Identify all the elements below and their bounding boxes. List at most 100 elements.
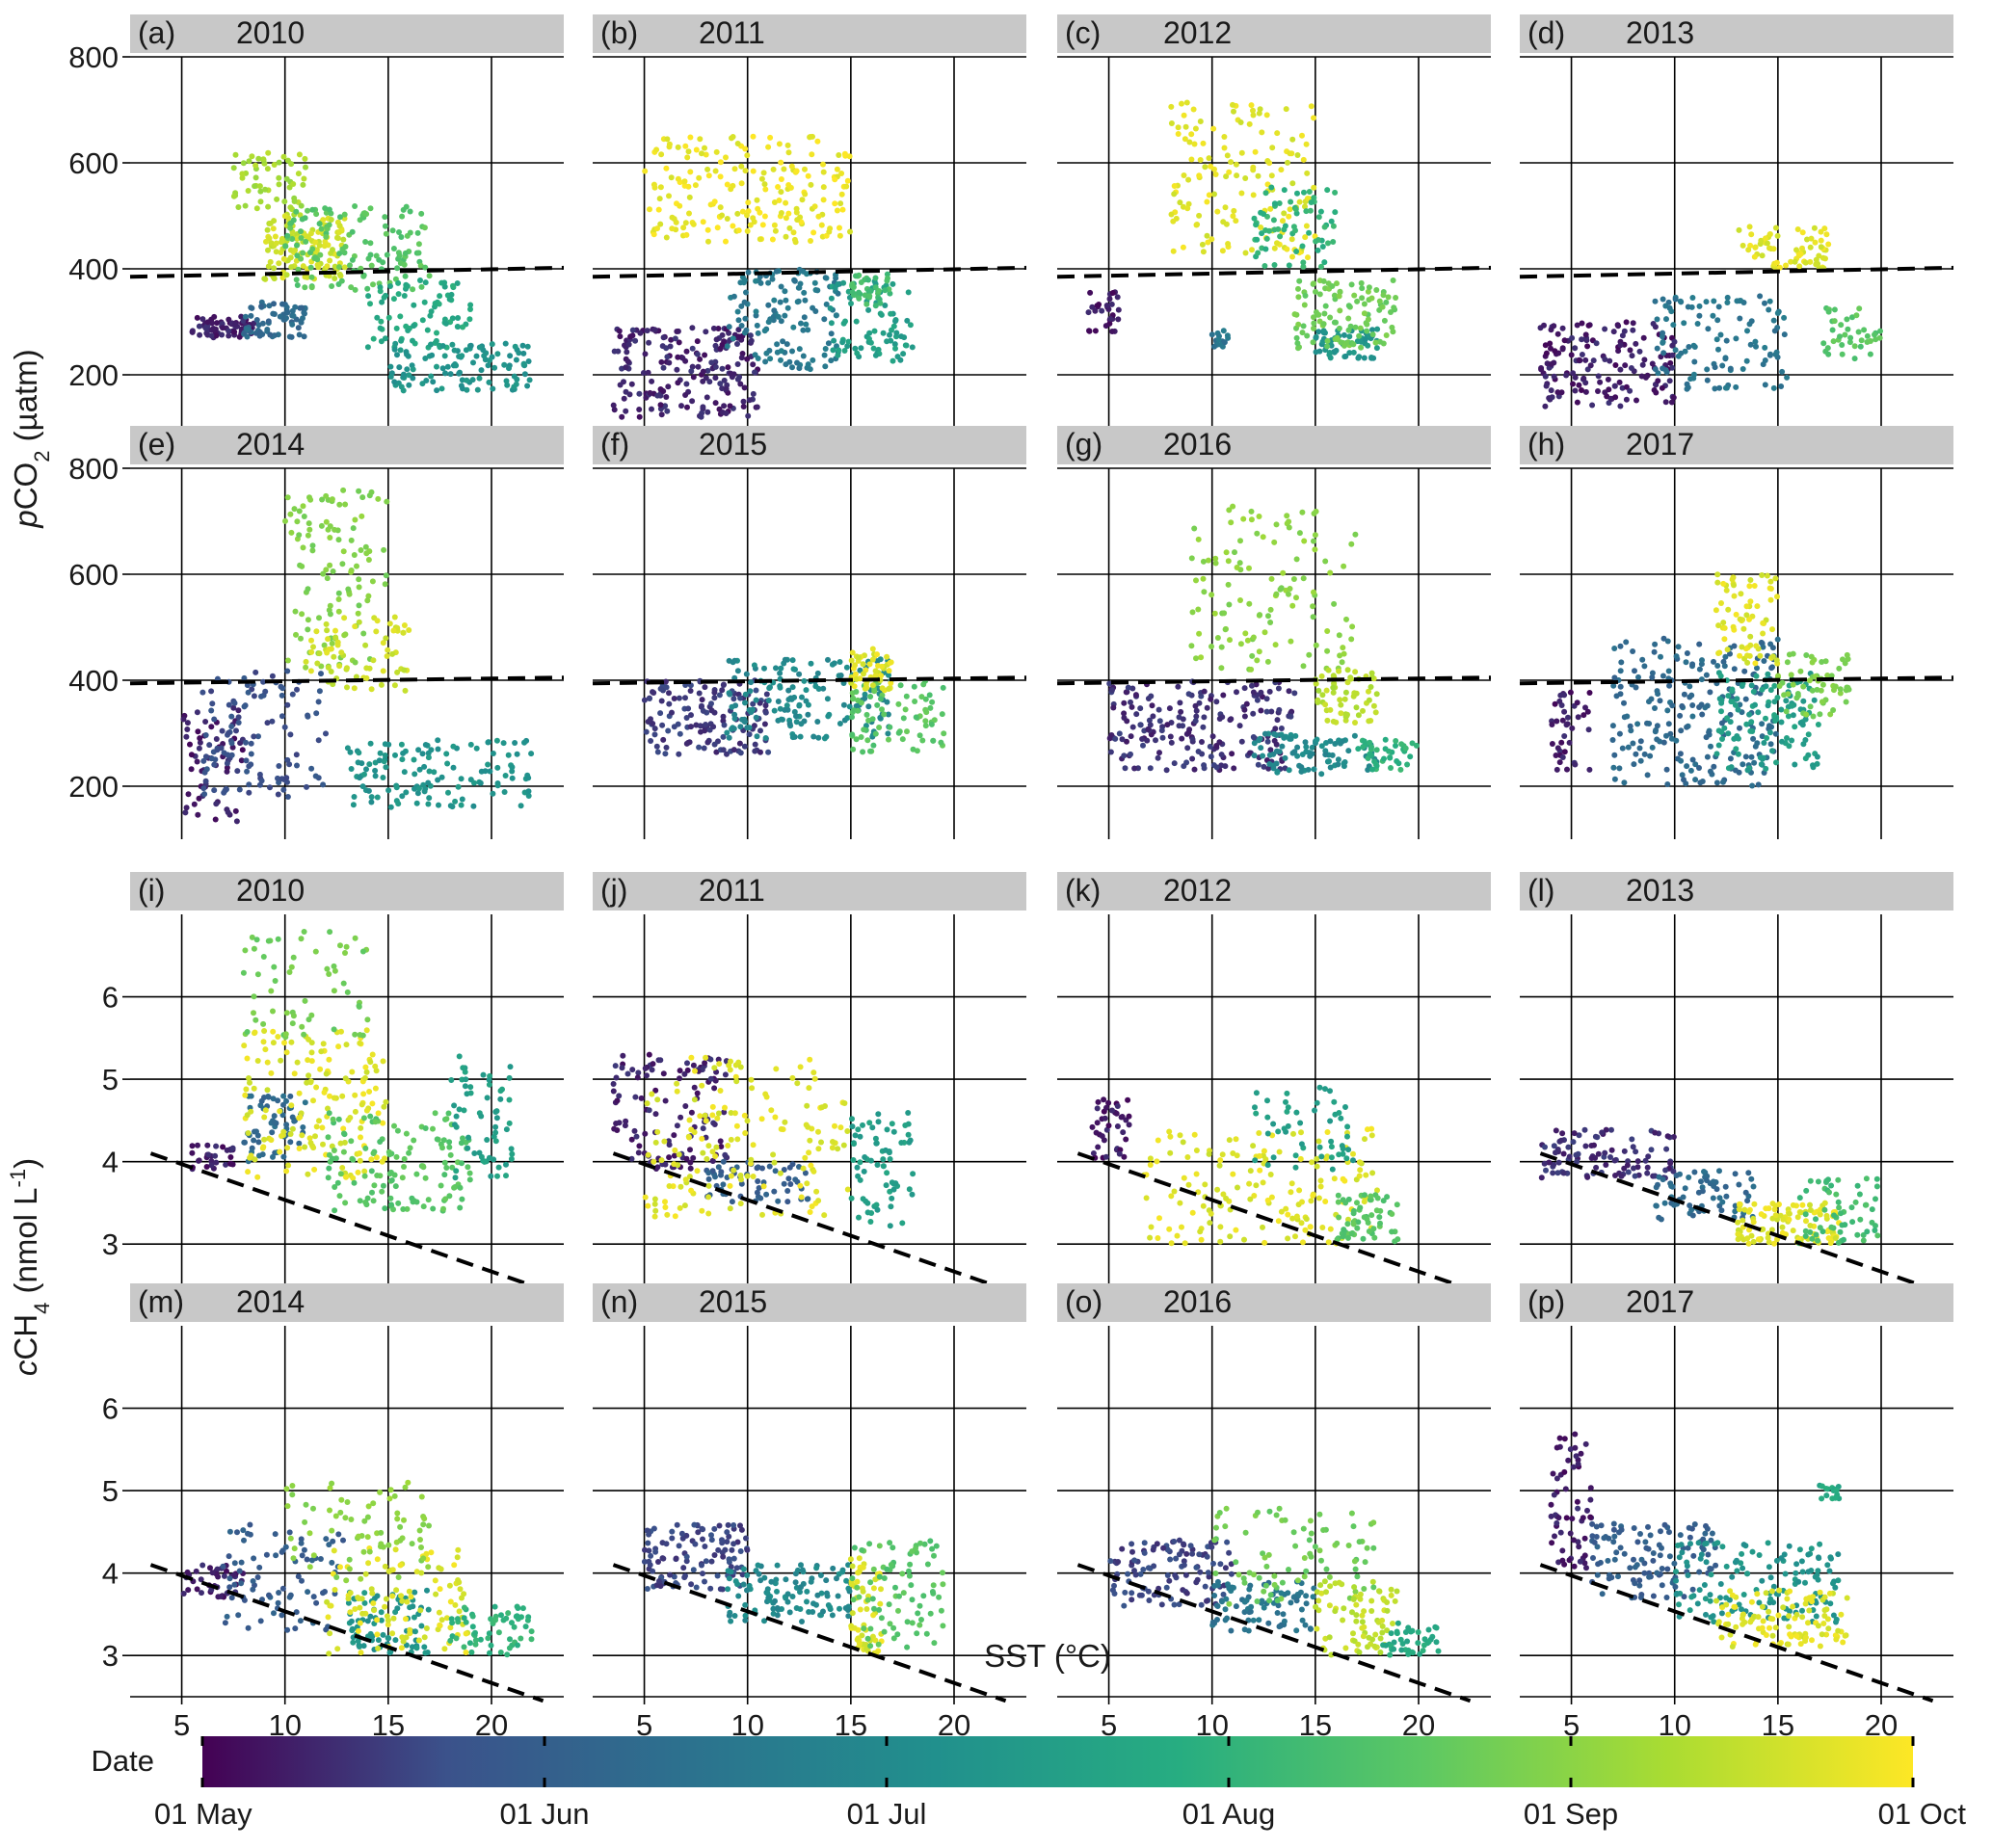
data-point <box>1641 751 1648 757</box>
data-point <box>377 1139 384 1145</box>
data-point <box>737 695 744 701</box>
data-point <box>820 169 827 175</box>
data-point <box>300 263 306 270</box>
data-point <box>901 334 908 341</box>
data-point <box>219 727 226 734</box>
data-point <box>525 788 532 795</box>
data-point <box>1681 320 1687 327</box>
data-point <box>1180 716 1186 723</box>
panel-strip <box>130 426 564 464</box>
data-point <box>377 750 384 756</box>
data-point <box>794 217 801 224</box>
data-point <box>807 1056 813 1063</box>
data-point <box>1200 724 1207 730</box>
data-point <box>855 654 862 661</box>
data-point <box>1123 689 1129 696</box>
data-point <box>658 411 665 418</box>
data-point <box>422 356 429 361</box>
data-point <box>1771 712 1778 719</box>
data-point <box>712 168 719 174</box>
data-point <box>682 357 689 364</box>
data-point <box>252 183 258 190</box>
data-point <box>1409 740 1416 747</box>
data-point <box>785 149 792 156</box>
data-point <box>1802 755 1809 762</box>
data-point <box>1191 141 1198 147</box>
data-point <box>1718 720 1725 726</box>
data-point <box>279 1112 286 1119</box>
data-point <box>1660 673 1666 679</box>
data-point <box>390 246 397 251</box>
data-point <box>1198 654 1205 661</box>
data-point <box>832 200 838 207</box>
data-point <box>1357 325 1364 331</box>
data-point <box>1327 314 1334 321</box>
data-point <box>275 936 281 942</box>
data-point <box>860 749 866 755</box>
data-point <box>688 1054 695 1061</box>
data-point <box>282 1031 289 1038</box>
data-point <box>398 337 405 344</box>
data-point <box>197 331 203 338</box>
data-point <box>1189 736 1196 743</box>
data-point <box>789 1074 796 1081</box>
data-point <box>354 563 359 569</box>
data-point <box>1311 538 1316 544</box>
data-point <box>784 706 791 713</box>
data-point <box>426 273 433 279</box>
data-point <box>750 133 757 140</box>
data-point <box>228 713 235 720</box>
data-point <box>834 166 840 172</box>
data-point <box>1747 341 1754 348</box>
data-point <box>1248 102 1255 109</box>
data-point <box>1287 206 1293 213</box>
data-point <box>1195 606 1202 613</box>
data-point <box>1225 241 1232 247</box>
data-point <box>711 198 718 205</box>
data-point <box>1299 752 1306 757</box>
data-point <box>232 321 239 328</box>
data-point <box>448 1077 455 1083</box>
data-point <box>758 1116 765 1122</box>
data-point <box>675 380 681 386</box>
data-point <box>721 681 727 688</box>
data-point <box>302 997 308 1004</box>
data-point <box>400 1206 407 1212</box>
data-point <box>1146 717 1153 724</box>
data-point <box>1867 351 1873 357</box>
data-point <box>195 728 201 735</box>
data-point <box>1772 351 1779 357</box>
data-point <box>1554 389 1561 396</box>
data-point <box>802 166 808 172</box>
data-point <box>1262 263 1268 269</box>
data-point <box>730 747 737 753</box>
data-point <box>803 687 810 694</box>
data-point <box>443 1165 450 1171</box>
data-point <box>1818 244 1824 251</box>
data-point <box>362 1074 368 1081</box>
data-point <box>1580 375 1587 382</box>
data-point <box>434 387 440 394</box>
data-point <box>280 786 287 793</box>
data-point <box>686 210 692 217</box>
data-point <box>675 354 681 360</box>
data-point <box>287 731 294 738</box>
data-point <box>289 321 296 328</box>
data-point <box>324 965 331 972</box>
data-point <box>1623 639 1630 646</box>
data-point <box>1575 714 1581 721</box>
data-point <box>255 1139 262 1146</box>
data-point <box>1331 600 1338 607</box>
data-point <box>712 342 719 349</box>
data-point <box>467 342 474 349</box>
data-point <box>888 310 894 317</box>
data-point <box>406 1149 412 1156</box>
data-point <box>1383 332 1390 338</box>
data-point <box>202 732 209 738</box>
data-point <box>1811 697 1818 703</box>
data-point <box>1110 704 1117 711</box>
data-point <box>400 629 407 636</box>
data-point <box>337 1171 344 1177</box>
data-point <box>699 702 704 709</box>
data-point <box>905 289 912 296</box>
